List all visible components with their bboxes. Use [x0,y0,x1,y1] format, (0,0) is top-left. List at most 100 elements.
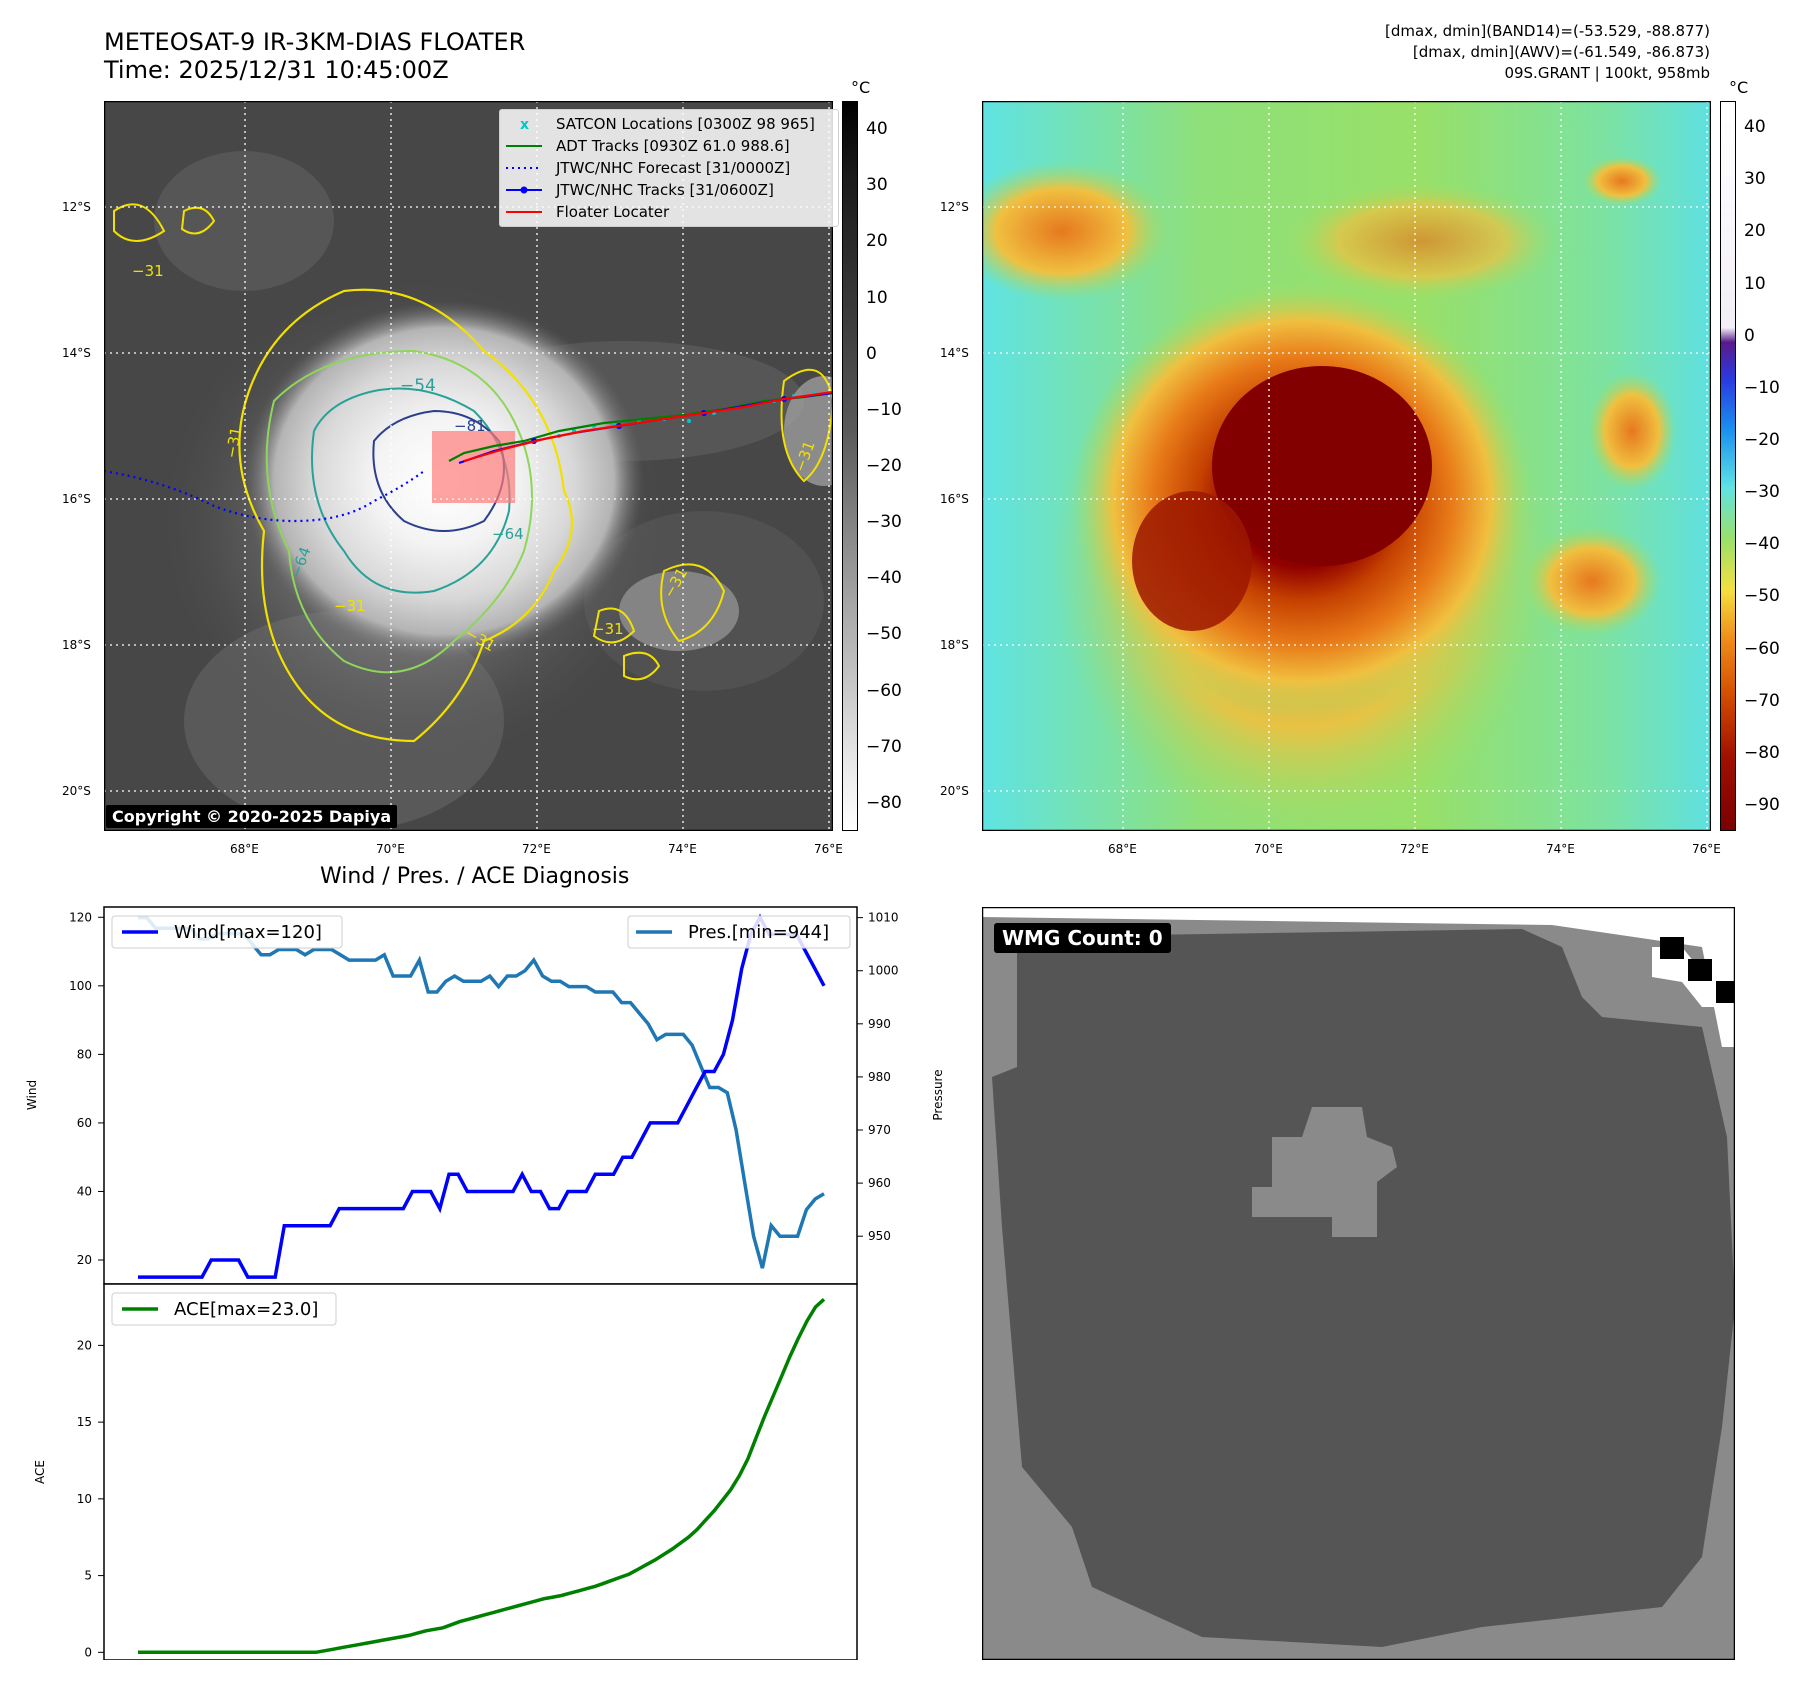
awv-colorbar-tick: −60 [1744,638,1780,659]
wind-y-tick: 100 [69,979,92,993]
floater-locater-track [463,390,833,463]
awv-colorbar [1720,101,1736,831]
ir-lon-tick: 68°E [230,842,259,856]
awv-colorbar-tick: −70 [1744,690,1780,711]
ir-lat-tick: 20°S [62,784,91,798]
awv-colorbar-tick: −10 [1744,377,1780,398]
copyright-badge: Copyright © 2020-2025 Dapiya [106,805,398,828]
ir-colorbar [842,101,858,831]
ace-y-ticks: 0 5 10 15 20 [77,1338,104,1659]
awv-colorbar-tick: 10 [1744,273,1766,294]
ir-colorbar-tick: −30 [866,512,902,533]
chart-title: Wind / Pres. / ACE Diagnosis [320,864,630,889]
wind-y-tick: 60 [77,1116,92,1130]
wmg-main-region [992,929,1735,1647]
awv-colorbar-tick: −80 [1744,742,1780,763]
legend-adt: ADT Tracks [0930Z 61.0 988.6] [506,137,790,155]
wind-y-tick: 40 [77,1184,92,1198]
awv-colorbar-tick: −90 [1744,794,1780,815]
wind-y-tick: 80 [77,1047,92,1061]
ir-colorbar-tick: −40 [866,568,902,589]
ir-lon-tick: 72°E [522,842,551,856]
pressure-y-tick: 980 [868,1070,891,1084]
floater-box [432,431,515,503]
ir-colorbar-tick: −70 [866,736,902,757]
contour-minus54 [265,349,533,674]
ir-colorbar-unit: °C [851,78,871,97]
wind-series-line [138,913,826,1279]
ir-colorbar-tick: 40 [866,119,888,140]
wind-legend: Wind[max=120] [111,915,343,949]
ir-lon-tick: 70°E [376,842,405,856]
legend-jtwc-tracks: JTWC/NHC Tracks [31/0600Z] [506,179,832,201]
header-stat-band14: [dmax, dmin](BAND14)=(-53.529, -88.877) [1385,22,1710,40]
ir-lat-tick: 14°S [62,346,91,360]
wind-y-tick: 20 [77,1253,92,1267]
awv-lon-tick: 70°E [1254,842,1283,856]
awv-colorbar-tick: −30 [1744,482,1780,503]
svg-text:−31: −31 [334,597,366,615]
awv-lat-tick: 18°S [940,638,969,652]
wmg-count-badge: WMG Count: 0 [994,923,1171,953]
awv-lon-tick: 74°E [1546,842,1575,856]
awv-colorbar-tick: 30 [1744,169,1766,190]
ace-y-tick: 10 [77,1492,92,1506]
awv-colorbar-tick: 20 [1744,221,1766,242]
awv-colorbar-unit: °C [1729,78,1749,97]
pressure-y-tick: 960 [868,1176,891,1190]
ir-satellite-map: −54 −81 −64 −64 −31 −31 −31 −31 −31 −31 … [104,101,839,831]
contour-minus31 [238,288,574,743]
legend-floater-locater: Floater Locater [506,203,670,221]
jtwc-forecast-track [104,469,425,523]
title-line-2: Time: 2025/12/31 10:45:00Z [104,56,449,84]
legend-satcon: x SATCON Locations [0300Z 98 965] [506,113,832,135]
ir-lat-tick: 18°S [62,638,91,652]
header-stat-awv: [dmax, dmin](AWV)=(-61.549, -86.873) [1412,43,1710,61]
svg-text:−31: −31 [222,425,245,459]
awv-lon-tick: 68°E [1108,842,1137,856]
awv-lat-tick: 16°S [940,492,969,506]
ace-y-tick: 5 [84,1569,92,1583]
ir-colorbar-tick: −50 [866,624,902,645]
awv-lat-tick: 20°S [940,784,969,798]
awv-colorbar-tick: 0 [1744,325,1755,346]
awv-colorbar-tick: −40 [1744,534,1780,555]
ir-lat-tick: 12°S [62,200,91,214]
pressure-y-tick: 990 [868,1017,891,1031]
pressure-legend-label: Pres.[min=944] [688,922,829,943]
ir-colorbar-tick: −10 [866,399,902,420]
ace-legend: ACE[max=23.0] [111,1292,337,1326]
wind-y-ticks: 20 40 60 80 100 120 [69,910,104,1267]
ace-series-line [138,1298,826,1655]
contour-minus64 [311,387,511,594]
ace-axis-label: ACE [33,1460,47,1484]
svg-text:−64: −64 [492,525,524,543]
wmg-panel: WMG Count: 0 [982,907,1735,1660]
svg-text:x: x [520,117,529,131]
svg-text:−54: −54 [400,376,436,396]
satcon-x-icon: x [506,117,542,133]
awv-lon-tick: 76°E [1692,842,1721,856]
pressure-y-ticks: 950 960 970 980 990 1000 1010 [857,911,899,1243]
ir-colorbar-tick: 10 [866,287,888,308]
awv-gridlines [982,101,1711,831]
ir-lat-tick: 16°S [62,492,91,506]
wind-legend-label: Wind[max=120] [174,922,322,943]
ir-colorbar-tick: 30 [866,175,888,196]
legend-jtwc-forecast: JTWC/NHC Forecast [31/0000Z] [506,159,791,177]
ir-colorbar-tick: 0 [866,343,877,364]
header-storm-info: 09S.GRANT | 100kt, 958mb [1504,64,1710,82]
svg-text:−31: −31 [132,262,164,280]
title-line-1: METEOSAT-9 IR-3KM-DIAS FLOATER [104,28,526,56]
ace-legend-label: ACE[max=23.0] [174,1299,318,1320]
awv-lat-tick: 14°S [940,346,969,360]
awv-lon-tick: 72°E [1400,842,1429,856]
wind-y-tick: 120 [69,910,92,924]
ir-colorbar-tick: 20 [866,231,888,252]
awv-colorbar-tick: −20 [1744,429,1780,450]
ace-axes [103,1283,858,1660]
ir-colorbar-tick: −80 [866,792,902,813]
pressure-legend: Pres.[min=944] [627,915,851,949]
svg-text:−81: −81 [454,417,486,435]
